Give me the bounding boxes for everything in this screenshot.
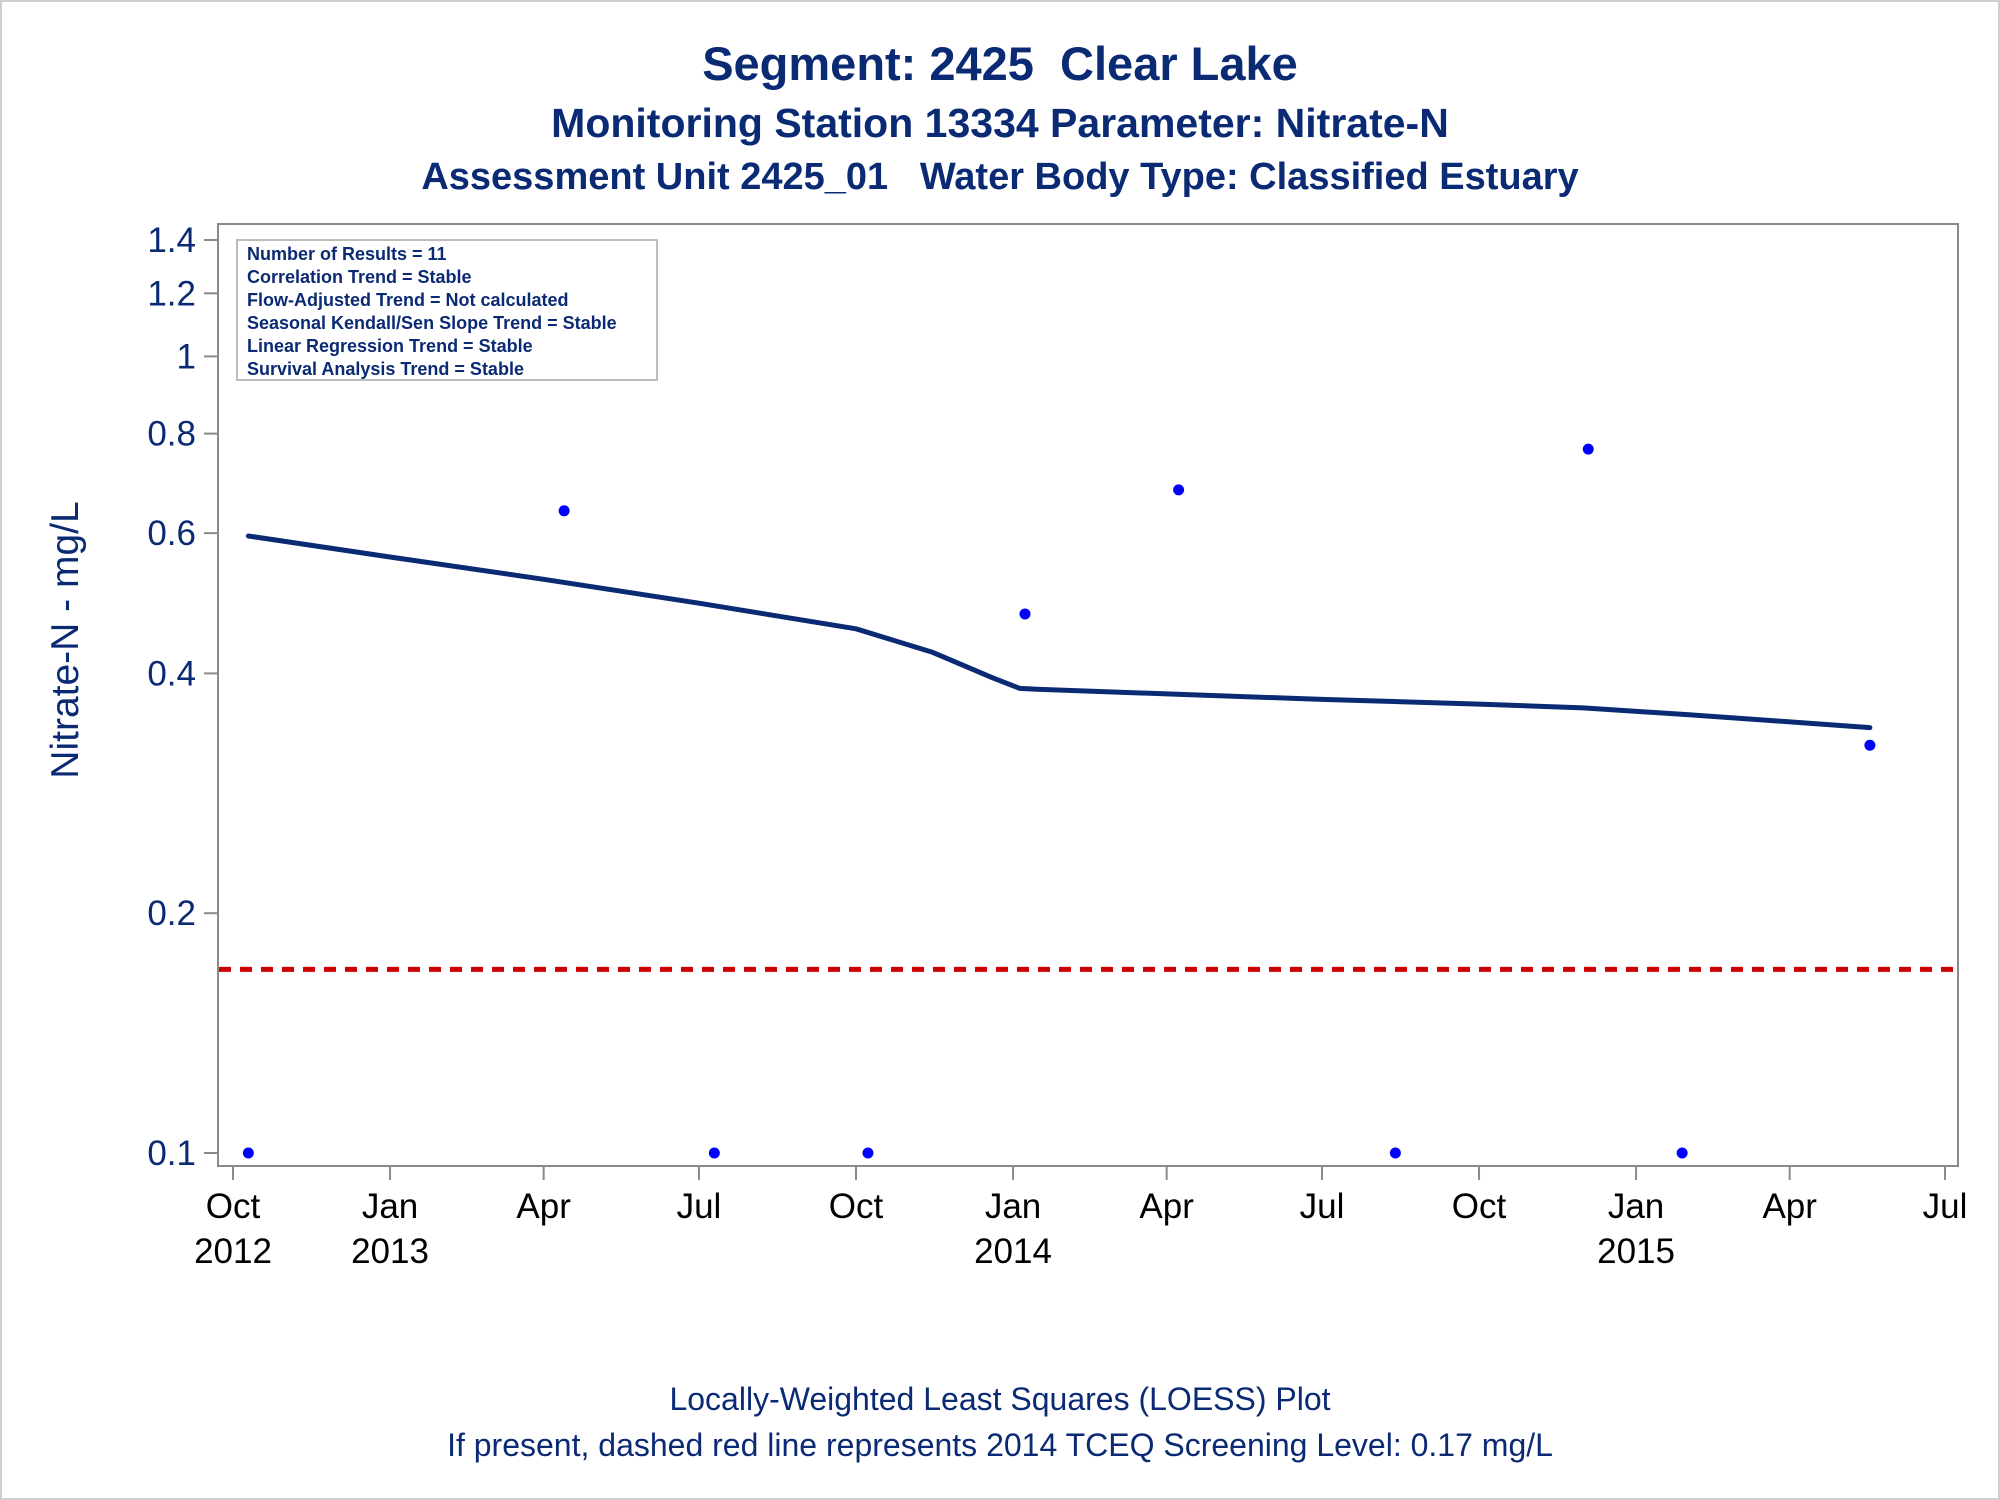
footnote-method: Locally-Weighted Least Squares (LOESS) P… [669, 1381, 1331, 1417]
chart-subtitle-station: Monitoring Station 13334 Parameter: Nitr… [551, 100, 1449, 146]
legend-box [236, 239, 658, 381]
x-tick-label: Apr [1762, 1187, 1817, 1226]
legend-line: Number of Results = 11 [247, 244, 447, 264]
data-point [242, 1147, 254, 1159]
plot-area-border [217, 223, 1959, 1167]
x-tick-label: Jul [1923, 1187, 1968, 1226]
x-tick-label: Oct [206, 1187, 261, 1226]
y-tick-label: 1 [177, 337, 196, 376]
data-point [862, 1147, 874, 1159]
data-point [1389, 1147, 1401, 1159]
y-tick-label: 0.1 [147, 1134, 196, 1173]
x-tick-label: Jul [1300, 1187, 1345, 1226]
chart-subtitle-assessment: Assessment Unit 2425_01 Water Body Type:… [421, 156, 1579, 198]
data-point [1173, 484, 1185, 496]
data-point [558, 505, 570, 517]
data-point [1582, 443, 1594, 455]
x-tick-year-label: 2015 [1597, 1232, 1675, 1271]
x-tick-year-label: 2013 [351, 1232, 429, 1271]
legend-line: Correlation Trend = Stable [247, 267, 472, 287]
legend-line: Seasonal Kendall/Sen Slope Trend = Stabl… [247, 313, 617, 333]
x-tick-label: Apr [516, 1187, 571, 1226]
x-tick-label: Oct [1452, 1187, 1507, 1226]
legend-line: Flow-Adjusted Trend = Not calculated [247, 290, 569, 310]
chart-title: Segment: 2425 Clear Lake [702, 37, 1298, 90]
y-tick-label: 0.8 [147, 415, 196, 454]
y-tick-label: 0.2 [147, 894, 196, 933]
y-tick-label: 1.4 [147, 221, 196, 260]
x-tick-label: Oct [829, 1187, 884, 1226]
x-tick-label: Jan [362, 1187, 418, 1226]
data-point [1676, 1147, 1688, 1159]
y-tick-label: 1.2 [147, 274, 196, 313]
data-point [1864, 739, 1876, 751]
x-tick-label: Jan [1608, 1187, 1664, 1226]
x-tick-year-label: 2012 [194, 1232, 272, 1271]
y-tick-label: 0.6 [147, 514, 196, 553]
data-point [1019, 608, 1031, 620]
x-tick-label: Jan [985, 1187, 1041, 1226]
x-tick-year-label: 2014 [974, 1232, 1052, 1271]
legend-line: Survival Analysis Trend = Stable [247, 359, 524, 379]
y-tick-label: 0.4 [147, 654, 196, 693]
legend-line: Linear Regression Trend = Stable [247, 336, 533, 356]
x-tick-label: Apr [1139, 1187, 1194, 1226]
data-point [708, 1147, 720, 1159]
trend-legend: Number of Results = 11 Correlation Trend … [236, 239, 658, 381]
loess-curve [245, 533, 1873, 731]
footnote-screening-level: If present, dashed red line represents 2… [447, 1427, 1553, 1463]
x-tick-label: Jul [677, 1187, 722, 1226]
y-axis-label: Nitrate-N - mg/L [44, 501, 87, 778]
